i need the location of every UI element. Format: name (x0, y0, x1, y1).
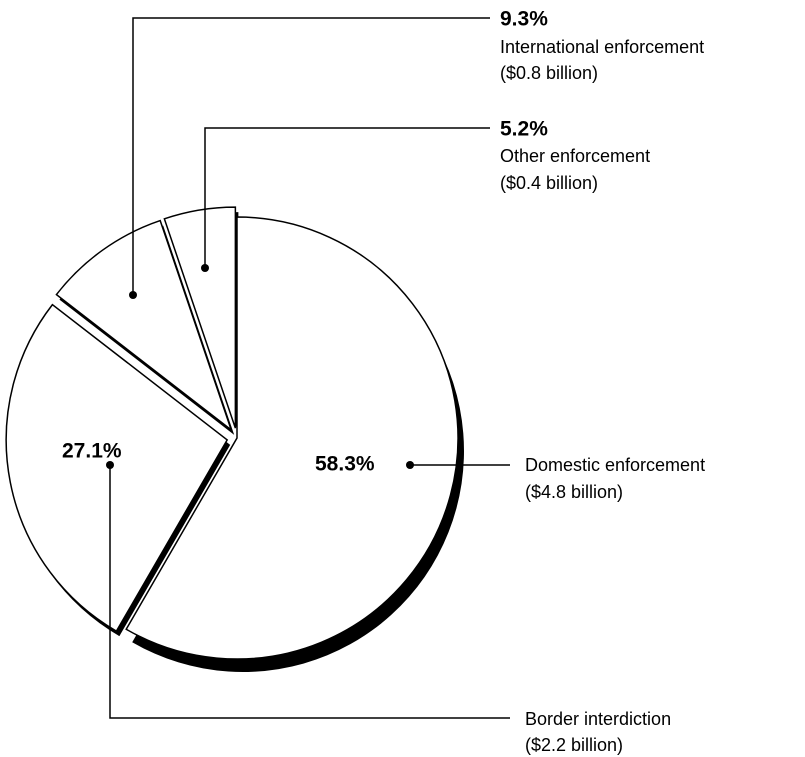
leader-line (204, 127, 490, 268)
category-label: Other enforcement (500, 146, 650, 166)
leader-line (109, 465, 510, 719)
category-label: International enforcement (500, 37, 704, 57)
category-label: Border interdiction (525, 709, 671, 729)
value-label: 5.2% (500, 118, 548, 141)
slice (163, 206, 237, 429)
amount-label: ($0.8 billion) (500, 63, 598, 83)
leader-dot (129, 291, 137, 299)
category-label: Domestic enforcement (525, 455, 705, 475)
amount-label: ($0.4 billion) (500, 173, 598, 193)
value-label: 58.3% (315, 453, 375, 476)
leader-dot (406, 461, 414, 469)
slice (55, 219, 233, 432)
value-label: 9.3% (500, 8, 548, 31)
leader-dot (106, 461, 114, 469)
value-label: 27.1% (62, 440, 122, 463)
amount-label: ($2.2 billion) (525, 735, 623, 755)
leader-line (132, 17, 490, 295)
leader-dot (201, 264, 209, 272)
amount-label: ($4.8 billion) (525, 482, 623, 502)
slice (5, 303, 229, 633)
slice (125, 216, 459, 660)
